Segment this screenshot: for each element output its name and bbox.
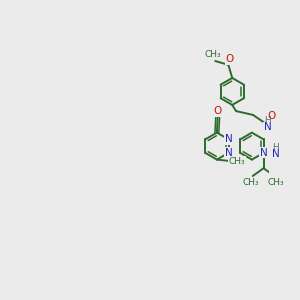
Text: O: O bbox=[267, 111, 276, 121]
Text: N: N bbox=[260, 148, 267, 158]
Text: N: N bbox=[264, 122, 272, 132]
Text: H: H bbox=[264, 116, 271, 125]
Text: N: N bbox=[225, 134, 232, 144]
Text: CH₃: CH₃ bbox=[205, 50, 221, 59]
Text: N: N bbox=[225, 148, 232, 158]
Text: N: N bbox=[272, 149, 279, 159]
Text: O: O bbox=[225, 55, 233, 64]
Text: H: H bbox=[272, 143, 279, 152]
Text: CH₃: CH₃ bbox=[243, 178, 260, 188]
Text: O: O bbox=[214, 106, 222, 116]
Text: CH₃: CH₃ bbox=[268, 178, 284, 188]
Text: CH₃: CH₃ bbox=[229, 157, 245, 166]
